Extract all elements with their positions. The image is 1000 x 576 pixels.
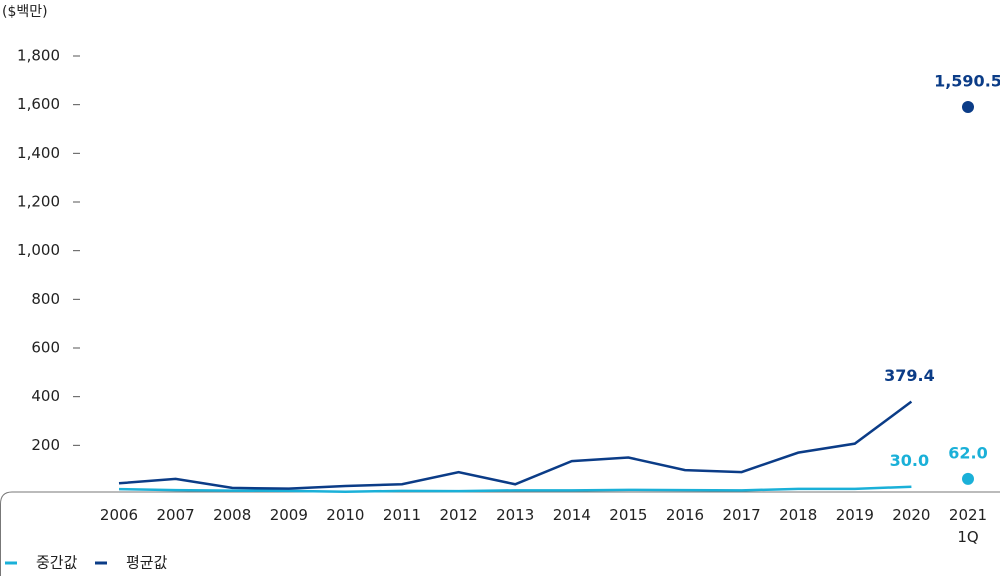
x-tick-label: 2010 [326, 506, 364, 524]
x-tick-label: 2009 [270, 506, 308, 524]
y-tick-label: 600 [31, 339, 60, 357]
x-tick-label: 2021 1Q [949, 506, 987, 546]
x-tick-label: 2015 [609, 506, 647, 524]
x-tick-label: 2018 [779, 506, 817, 524]
x-tick-label-line: 2016 [666, 506, 704, 524]
x-tick-label-line: 2013 [496, 506, 534, 524]
x-tick-label-line: 1Q [957, 528, 978, 546]
value-label: 1,590.5 [934, 71, 1000, 90]
x-tick-label-line: 2017 [723, 506, 761, 524]
point [962, 100, 974, 113]
y-tick-label: 1,400 [17, 144, 60, 162]
x-tick-label-line: 2009 [270, 506, 308, 524]
x-tick-label-line: 2021 [949, 506, 987, 524]
x-tick-label-line: 2006 [100, 506, 138, 524]
x-tick-label: 2011 [383, 506, 421, 524]
x-tick-label-line: 2011 [383, 506, 421, 524]
frame [0, 491, 1000, 576]
x-tick-label: 2017 [723, 506, 761, 524]
point [962, 472, 974, 485]
y-tick-label: 1,000 [17, 241, 60, 259]
value-label: 30.0 [890, 451, 929, 470]
x-tick-label-line: 2008 [213, 506, 251, 524]
x-tick-label: 2020 [892, 506, 930, 524]
x-tick-label-line: 2015 [609, 506, 647, 524]
y-tick-label: 1,600 [17, 95, 60, 113]
x-tick-label: 2016 [666, 506, 704, 524]
x-tick-label: 2013 [496, 506, 534, 524]
value-label: 62.0 [948, 443, 987, 462]
x-tick-label: 2012 [440, 506, 478, 524]
x-tick-label-line: 2012 [440, 506, 478, 524]
x-tick-label-line: 2014 [553, 506, 591, 524]
y-axis-label: ($백만) [2, 4, 48, 20]
x-tick-label: 2006 [100, 506, 138, 524]
y-tick-label: 400 [31, 387, 60, 405]
x-tick-label: 2019 [836, 506, 874, 524]
series-line [118, 400, 913, 490]
x-tick-label-line: 2019 [836, 506, 874, 524]
x-tick-label-line: 2007 [157, 506, 195, 524]
x-tick-label-line: 2018 [779, 506, 817, 524]
value-label: 379.4 [884, 366, 935, 385]
y-tick-label: 1,200 [17, 193, 60, 211]
x-tick-label-line: 2010 [326, 506, 364, 524]
x-tick-label: 2014 [553, 506, 591, 524]
legend-label: 중간값 [36, 554, 78, 572]
x-tick-label: 2008 [213, 506, 251, 524]
y-tick-label: 200 [31, 436, 60, 454]
x-tick-label-line: 2020 [892, 506, 930, 524]
x-tick-label: 2007 [157, 506, 195, 524]
y-tick-label: 800 [31, 290, 60, 308]
legend-label: 평균값 [126, 554, 168, 572]
series-line [118, 485, 912, 494]
y-tick-label: 1,800 [17, 47, 60, 65]
